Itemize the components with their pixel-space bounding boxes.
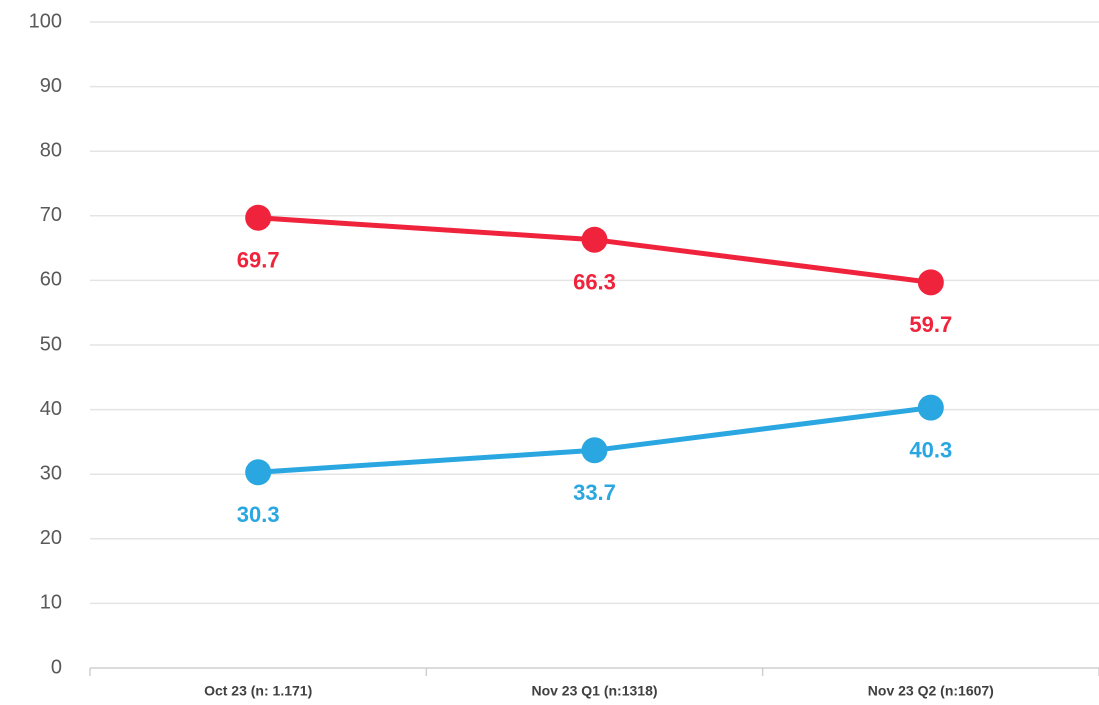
y-tick-label: 10 xyxy=(40,592,62,614)
data-point xyxy=(245,204,272,231)
data-label: 69.7 xyxy=(237,248,280,273)
data-point xyxy=(581,226,608,253)
y-tick-label: 20 xyxy=(40,527,62,549)
y-tick-label: 90 xyxy=(40,75,62,97)
data-point xyxy=(581,437,608,464)
y-tick-label: 60 xyxy=(40,269,62,291)
y-tick-label: 70 xyxy=(40,204,62,226)
x-tick-label: Nov 23 Q2 (n:1607) xyxy=(868,683,994,699)
y-tick-label: 40 xyxy=(40,398,62,420)
data-label: 30.3 xyxy=(237,502,280,527)
data-point xyxy=(917,394,944,421)
y-tick-label: 0 xyxy=(51,656,62,678)
data-label: 66.3 xyxy=(573,270,616,295)
data-label: 33.7 xyxy=(573,480,616,505)
y-tick-label: 30 xyxy=(40,462,62,484)
data-point xyxy=(245,459,272,486)
y-tick-label: 100 xyxy=(29,10,62,32)
y-tick-label: 80 xyxy=(40,139,62,161)
data-point xyxy=(917,269,944,296)
x-tick-label: Oct 23 (n: 1.171) xyxy=(204,683,312,699)
data-label: 40.3 xyxy=(909,437,952,462)
data-label: 59.7 xyxy=(909,312,952,337)
y-tick-label: 50 xyxy=(40,333,62,355)
x-tick-label: Nov 23 Q1 (n:1318) xyxy=(531,683,657,699)
